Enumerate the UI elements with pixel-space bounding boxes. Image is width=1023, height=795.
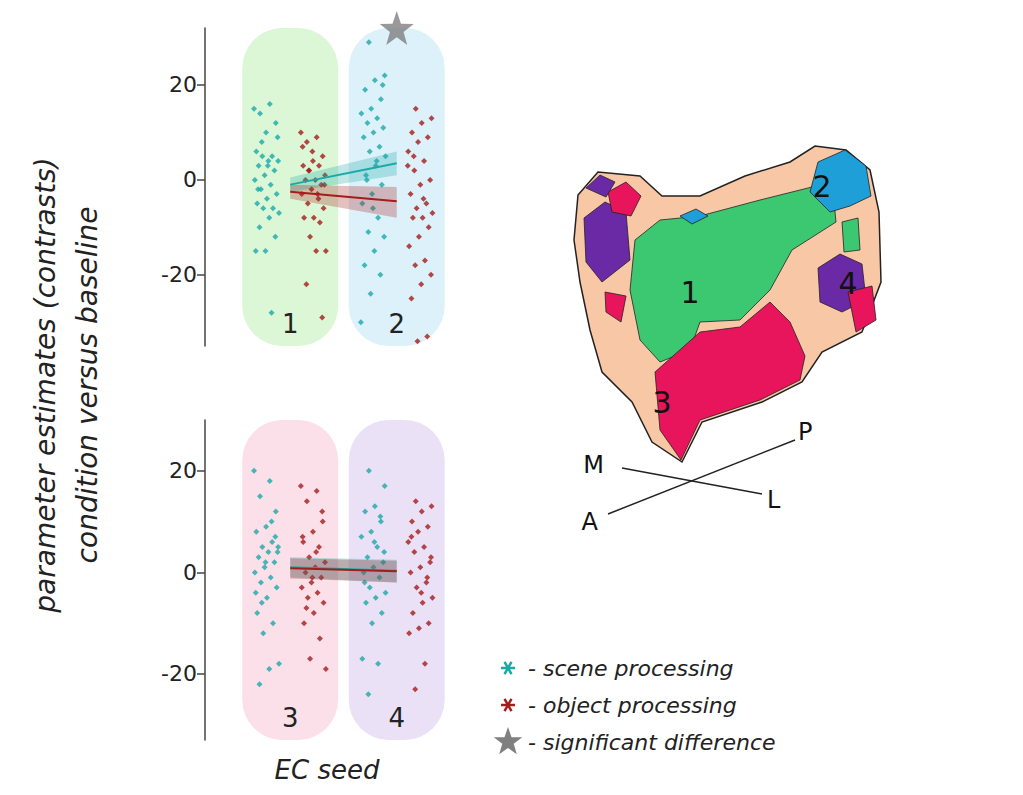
svg-text:- significant difference: - significant difference: [528, 730, 776, 755]
svg-text:EC seed: EC seed: [275, 755, 380, 785]
svg-text:3: 3: [282, 703, 299, 733]
svg-text:L: L: [767, 486, 781, 514]
svg-text:2: 2: [812, 169, 831, 204]
svg-text:0: 0: [183, 167, 197, 192]
svg-text:condition versus baseline: condition versus baseline: [71, 207, 104, 564]
svg-text:3: 3: [652, 385, 671, 420]
svg-text:2: 2: [388, 309, 405, 339]
svg-text:20: 20: [169, 72, 197, 97]
svg-text:-20: -20: [161, 661, 197, 686]
svg-text:A: A: [582, 508, 599, 536]
svg-text:0: 0: [183, 560, 197, 585]
svg-text:4: 4: [838, 266, 857, 301]
svg-text:20: 20: [169, 458, 197, 483]
svg-text:M: M: [583, 451, 604, 479]
svg-text:- object processing: - object processing: [528, 693, 737, 718]
svg-text:P: P: [798, 418, 812, 446]
svg-text:parameter estimates (contrasts: parameter estimates (contrasts): [29, 157, 62, 613]
svg-text:1: 1: [680, 275, 699, 310]
svg-text:-20: -20: [161, 262, 197, 287]
svg-text:- scene processing: - scene processing: [528, 656, 734, 681]
svg-text:1: 1: [282, 309, 299, 339]
svg-text:4: 4: [388, 703, 405, 733]
